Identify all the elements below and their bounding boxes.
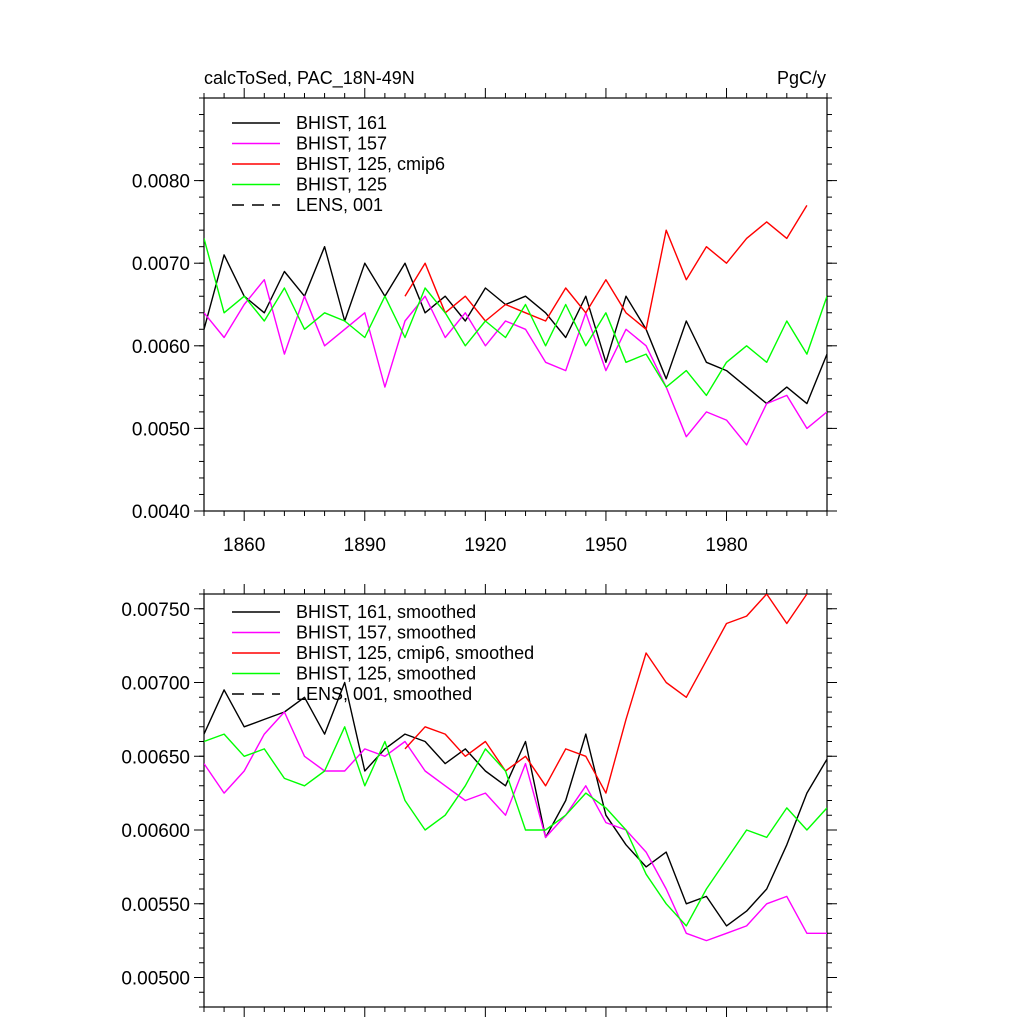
legend-label: LENS, 001, smoothed <box>296 684 472 704</box>
top-panel-ticks: 1860 1890 1920 1950 1980 0.0040 0.0050 0.0060 0.… <box>132 88 837 556</box>
series-line <box>204 245 827 405</box>
series-line <box>204 238 827 397</box>
legend-label: LENS, 001 <box>296 195 383 215</box>
bottom-panel-series <box>204 594 827 942</box>
series-line <box>204 279 827 446</box>
x-tick-label: 1860 <box>223 535 265 556</box>
y-tick-label: 0.0070 <box>132 254 190 275</box>
series-line <box>404 594 808 794</box>
chart-title: calcToSed, PAC_18N-49N <box>204 68 415 89</box>
bottom-panel: 0.00500 0.00550 0.00600 0.00650 0.00700 0.007… <box>121 584 837 1017</box>
y-tick-label: 0.0060 <box>132 337 190 358</box>
units-label: PgC/y <box>777 68 826 88</box>
top-panel-series <box>204 205 827 446</box>
legend-label: BHIST, 125, cmip6 <box>296 154 445 174</box>
legend-label: BHIST, 161 <box>296 113 387 133</box>
legend-label: BHIST, 125, cmip6, smoothed <box>296 643 534 663</box>
y-tick-label: 0.00750 <box>121 600 190 621</box>
series-line <box>404 205 808 330</box>
top-panel-frame <box>203 97 828 512</box>
y-tick-label: 0.00600 <box>121 821 190 842</box>
legend-label: BHIST, 157, smoothed <box>296 623 476 643</box>
top-panel: calcToSed, PAC_18N-49N PgC/y 1860 1890 192… <box>132 68 837 556</box>
y-tick-label: 0.00500 <box>121 969 190 990</box>
y-tick-label: 0.00550 <box>121 895 190 916</box>
legend-label: BHIST, 125, smoothed <box>296 664 476 684</box>
x-tick-label: 1920 <box>464 535 506 556</box>
series-line <box>204 711 827 942</box>
series-line <box>204 726 827 927</box>
x-tick-label: 1890 <box>344 535 386 556</box>
y-tick-label: 0.0040 <box>132 502 190 523</box>
series-line <box>204 681 827 927</box>
legend-label: BHIST, 161, smoothed <box>296 602 476 622</box>
bottom-panel-ticks: 0.00500 0.00550 0.00600 0.00650 0.00700 0.007… <box>121 584 837 1017</box>
legend-label: BHIST, 157 <box>296 134 387 154</box>
y-tick-label: 0.0080 <box>132 172 190 193</box>
legend-label: BHIST, 125 <box>296 175 387 195</box>
y-tick-label: 0.00700 <box>121 674 190 695</box>
y-tick-label: 0.00650 <box>121 747 190 768</box>
x-tick-label: 1950 <box>585 535 627 556</box>
x-tick-label: 1980 <box>705 535 747 556</box>
y-tick-label: 0.0050 <box>132 419 190 440</box>
